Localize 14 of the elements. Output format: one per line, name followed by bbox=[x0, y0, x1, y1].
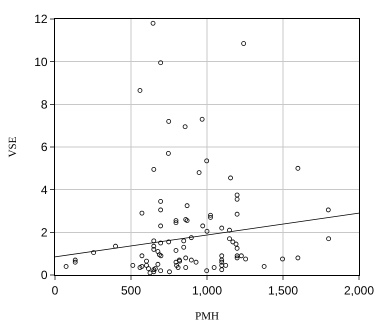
y-tick-label: 10 bbox=[34, 54, 48, 69]
x-axis-title: PMH bbox=[195, 310, 219, 323]
y-tick-label: 8 bbox=[40, 98, 48, 112]
x-tick-label: 500 bbox=[120, 283, 142, 298]
x-tick-label: 1,500 bbox=[268, 283, 298, 298]
x-tick-label: 1,000 bbox=[192, 283, 222, 298]
y-tick-label: 4 bbox=[40, 182, 48, 197]
y-axis-title: VSE bbox=[6, 136, 19, 158]
y-tick-label: 2 bbox=[40, 226, 48, 240]
y-tick-label: 12 bbox=[34, 12, 48, 26]
x-tick-label: 2,000 bbox=[344, 283, 374, 298]
y-tick-label: 6 bbox=[40, 140, 48, 154]
x-tick-label: 0 bbox=[52, 283, 59, 298]
y-tick-label: 0 bbox=[40, 268, 48, 282]
